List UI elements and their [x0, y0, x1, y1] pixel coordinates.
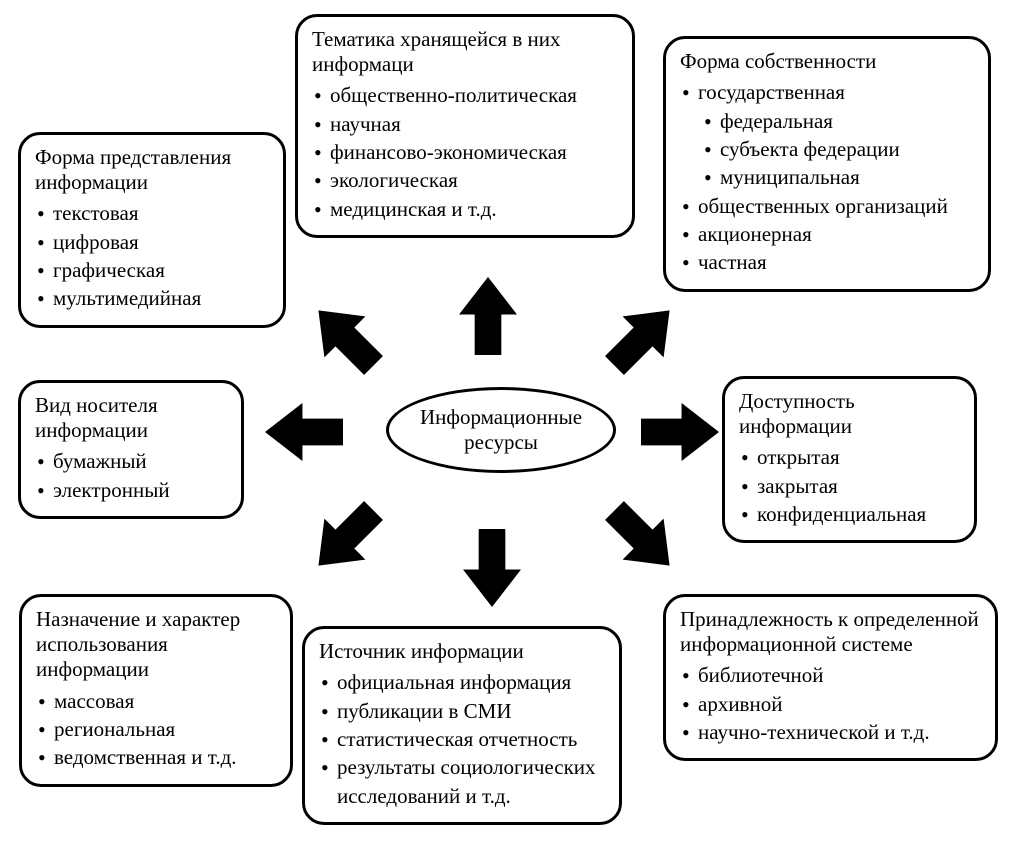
box-title: Источник информации [319, 639, 605, 664]
box-system: Принадлежность к определенной информацио… [663, 594, 998, 761]
box-form-presentation: Форма представления информации текстовая… [18, 132, 286, 328]
list-item: библиотечной [680, 661, 981, 689]
list-item: графическая [35, 256, 269, 284]
list-item: цифровая [35, 228, 269, 256]
box-ownership: Форма собственности государственная феде… [663, 36, 991, 292]
list-item: архивной [680, 690, 981, 718]
list-item: общественно-политическая [312, 81, 618, 109]
item-list: библиотечной архивной научно-технической… [680, 661, 981, 746]
arrow-left [265, 403, 343, 461]
list-item: финансово-экономическая [312, 138, 618, 166]
item-list: общественно-политическая научная финансо… [312, 81, 618, 223]
box-medium: Вид носителя информации бумажный электро… [18, 380, 244, 519]
box-title: Тематика хранящейся в них информаци [312, 27, 618, 77]
list-item: электронный [35, 476, 227, 504]
box-title: Доступность информации [739, 389, 960, 439]
box-title: Назначение и характер использования инфо… [36, 607, 276, 683]
list-item: федеральная [702, 107, 974, 135]
item-list: общественных организаций акционерная час… [680, 192, 974, 277]
list-item: частная [680, 248, 974, 276]
list-item: региональная [36, 715, 276, 743]
list-item: статистическая отчетность [319, 725, 605, 753]
box-source: Источник информации официальная информац… [302, 626, 622, 825]
list-item: массовая [36, 687, 276, 715]
list-item: муниципальная [702, 163, 974, 191]
list-item: государственная [680, 78, 974, 106]
arrow-right [641, 403, 719, 461]
list-item: экологическая [312, 166, 618, 194]
list-item: научная [312, 110, 618, 138]
arrow-down-right [594, 490, 690, 586]
list-item: результаты социологических исследований … [319, 753, 605, 810]
sub-list: федеральная субъекта федерации муниципал… [680, 107, 974, 192]
item-list: государственная [680, 78, 974, 106]
item-list: массовая региональная ведомственная и т.… [36, 687, 276, 772]
arrow-down-left [298, 490, 394, 586]
box-title: Принадлежность к определенной информацио… [680, 607, 981, 657]
arrow-down [463, 529, 521, 607]
list-item: официальная информация [319, 668, 605, 696]
arrow-up-left [298, 290, 394, 386]
list-item: медицинская и т.д. [312, 195, 618, 223]
item-list: текстовая цифровая графическая мультимед… [35, 199, 269, 312]
list-item: бумажный [35, 447, 227, 475]
arrow-up [459, 277, 517, 355]
list-item: ведомственная и т.д. [36, 743, 276, 771]
box-accessibility: Доступность информации открытая закрытая… [722, 376, 977, 543]
list-item: акционерная [680, 220, 974, 248]
list-item: общественных организаций [680, 192, 974, 220]
item-list: бумажный электронный [35, 447, 227, 504]
box-title: Форма представления информации [35, 145, 269, 195]
list-item: открытая [739, 443, 960, 471]
box-title: Форма собственности [680, 49, 974, 74]
center-label: Информационные ресурсы [389, 405, 613, 455]
center-node: Информационные ресурсы [386, 387, 616, 473]
box-topic: Тематика хранящейся в них информаци обще… [295, 14, 635, 238]
list-item: текстовая [35, 199, 269, 227]
list-item: конфиденциальная [739, 500, 960, 528]
item-list: открытая закрытая конфиденциальная [739, 443, 960, 528]
list-item: научно-технической и т.д. [680, 718, 981, 746]
box-title: Вид носителя информации [35, 393, 227, 443]
box-purpose: Назначение и характер использования инфо… [19, 594, 293, 787]
list-item: субъекта федерации [702, 135, 974, 163]
item-list: официальная информация публикации в СМИ … [319, 668, 605, 810]
list-item: мультимедийная [35, 284, 269, 312]
arrow-up-right [594, 290, 690, 386]
list-item: закрытая [739, 472, 960, 500]
list-item: публикации в СМИ [319, 697, 605, 725]
